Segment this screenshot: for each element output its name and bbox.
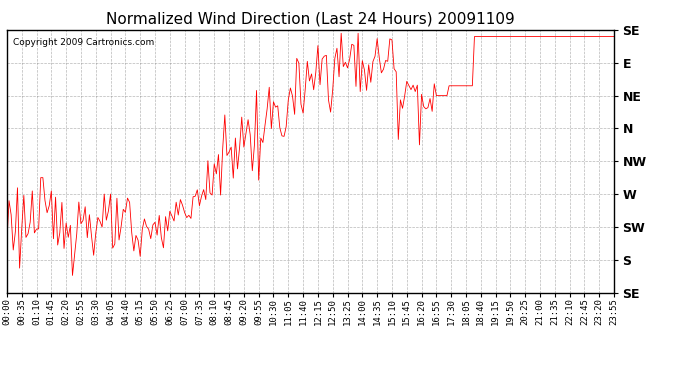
Text: Copyright 2009 Cartronics.com: Copyright 2009 Cartronics.com xyxy=(13,38,155,47)
Text: Normalized Wind Direction (Last 24 Hours) 20091109: Normalized Wind Direction (Last 24 Hours… xyxy=(106,11,515,26)
